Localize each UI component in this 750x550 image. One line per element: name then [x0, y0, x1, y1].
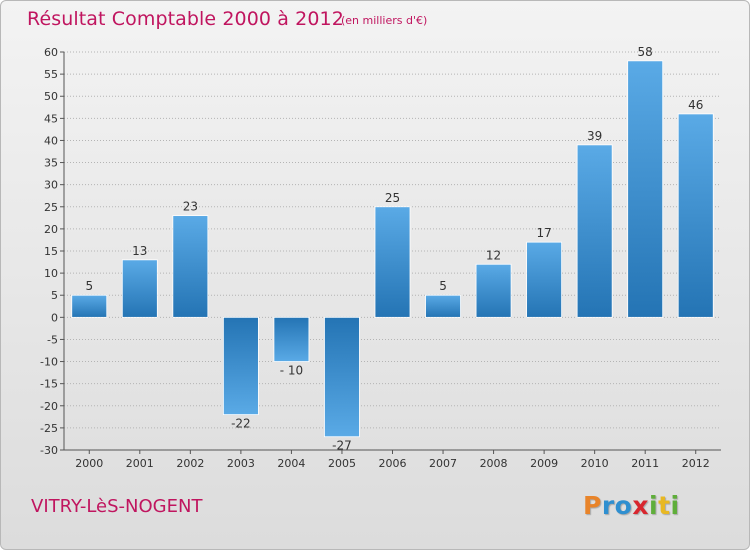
place-name: VITRY-LèS-NOGENT [31, 496, 203, 517]
x-tick-label: 2006 [379, 457, 407, 470]
bar-2002 [172, 215, 209, 318]
y-tick-label: 10 [44, 267, 58, 280]
y-tick-label: 35 [44, 157, 58, 170]
value-label: 39 [587, 129, 602, 143]
logo-letter: i [649, 491, 659, 520]
x-tick-label: 2007 [429, 457, 457, 470]
chart-title: Résultat Comptable 2000 à 2012 [27, 8, 344, 30]
value-label: 13 [132, 244, 147, 258]
bar-2000 [71, 294, 108, 318]
y-tick-label: -30 [40, 444, 58, 457]
bar-2007 [425, 294, 461, 318]
y-tick-label: 45 [44, 112, 58, 125]
y-tick-label: -5 [47, 333, 58, 346]
logo-letter: x [632, 491, 649, 520]
proxiti-logo: Proxiti [583, 491, 680, 520]
value-label: 23 [183, 200, 198, 214]
logo-letter: P [583, 491, 602, 520]
value-label: 46 [688, 98, 703, 112]
y-tick-label: -25 [40, 422, 58, 435]
x-tick-label: 2012 [682, 457, 710, 470]
x-tick-label: 2002 [176, 457, 204, 470]
y-tick-label: 30 [44, 179, 58, 192]
chart-subtitle: (en milliers d'€) [341, 14, 428, 27]
bar-2012 [677, 113, 714, 318]
bar-2010 [576, 144, 613, 318]
x-tick-label: 2008 [480, 457, 508, 470]
value-label: 5 [439, 279, 447, 293]
y-tick-label: -20 [40, 400, 58, 413]
y-tick-label: -15 [40, 378, 58, 391]
value-label: 5 [85, 279, 93, 293]
bar-2005 [324, 316, 360, 438]
x-tick-label: 2000 [75, 457, 103, 470]
bar-2001 [121, 259, 158, 318]
value-label: 25 [385, 191, 400, 205]
logo-letter: i [670, 491, 680, 520]
logo-letter: t [658, 491, 671, 520]
bar-2009 [526, 241, 563, 318]
value-label: 12 [486, 248, 501, 262]
value-label: 17 [536, 226, 551, 240]
y-tick-label: 50 [44, 90, 58, 103]
x-tick-label: 2001 [126, 457, 154, 470]
y-tick-label: 0 [51, 311, 58, 324]
y-tick-label: -10 [40, 356, 58, 369]
value-label: -22 [231, 417, 251, 431]
x-tick-label: 2011 [631, 457, 659, 470]
x-tick-label: 2005 [328, 457, 356, 470]
logo-letter: o [614, 491, 633, 520]
bar-2008 [475, 263, 512, 318]
y-tick-label: 20 [44, 223, 58, 236]
y-tick-label: 40 [44, 134, 58, 147]
value-label: -27 [332, 439, 352, 453]
x-tick-label: 2004 [277, 457, 305, 470]
y-tick-label: 60 [44, 46, 58, 59]
y-tick-label: 5 [51, 289, 58, 302]
y-tick-label: 15 [44, 245, 58, 258]
logo-letter: r [601, 491, 615, 520]
x-tick-label: 2009 [530, 457, 558, 470]
y-tick-label: 55 [44, 68, 58, 81]
bar-2004 [273, 316, 310, 362]
y-tick-label: 25 [44, 201, 58, 214]
value-label: 58 [638, 45, 653, 59]
bar-2006 [374, 206, 411, 318]
bar-2011 [627, 60, 664, 318]
value-label: - 10 [280, 364, 303, 378]
x-tick-label: 2003 [227, 457, 255, 470]
bar-2003 [222, 316, 259, 416]
x-tick-label: 2010 [581, 457, 609, 470]
